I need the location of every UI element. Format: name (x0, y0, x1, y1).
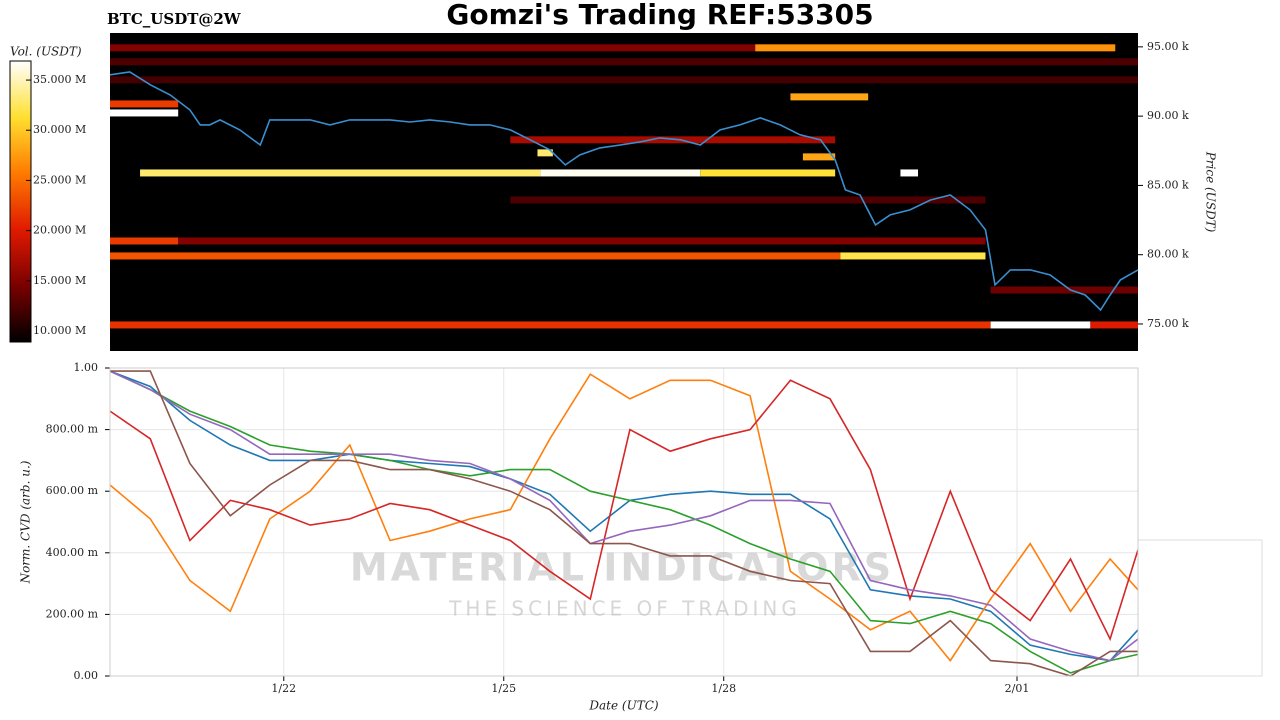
colorbar (9, 60, 32, 343)
x-axis-label: Date (UTC) (588, 699, 658, 713)
cvd-axis-label: Norm. CVD (arb. u.) (19, 460, 33, 584)
colorbar-tick-label: 30.000 M (33, 123, 86, 136)
volume-cell (1090, 321, 1138, 329)
volume-cell (540, 169, 701, 177)
y-tick-label: 200.00 m (46, 607, 99, 620)
volume-cell (110, 321, 991, 329)
volume-cell (178, 237, 986, 245)
volume-cell (802, 153, 836, 161)
watermark: MATERIAL INDICATORS THE SCIENCE OF TRADI… (350, 546, 894, 621)
watermark-title: MATERIAL INDICATORS (350, 546, 894, 590)
legend-box (1137, 539, 1263, 677)
volume-cell (700, 169, 836, 177)
chart-subtitle: BTC_USDT@2W (107, 10, 242, 28)
cvd-line (109, 370, 1139, 674)
x-tick-label: 1/25 (491, 682, 516, 695)
volume-cell (110, 237, 179, 245)
colorbar-label: Vol. (USDT) (10, 45, 82, 59)
volume-cell (510, 196, 986, 204)
volume-cell (755, 44, 1116, 52)
chart-title: Gomzi's Trading REF:53305 (446, 0, 873, 31)
y-tick-label: 1.00 (74, 361, 99, 374)
volume-cell (840, 252, 986, 260)
colorbar-tick-label: 25.000 M (33, 173, 86, 186)
heatmap-background (110, 33, 1138, 351)
cvd-line (109, 379, 1139, 642)
y-tick-label: 0.00 (74, 669, 99, 682)
volume-cell (790, 93, 869, 101)
volume-cell (110, 100, 179, 108)
price-tick-label: 90.00 k (1147, 109, 1189, 122)
price-tick-label: 95.00 k (1147, 40, 1189, 53)
colorbar-tick-label: 15.000 M (33, 274, 86, 287)
y-tick-label: 400.00 m (46, 546, 99, 559)
volume-cell (110, 252, 841, 260)
volume-cell (110, 76, 1138, 84)
volume-cell (990, 321, 1091, 329)
volume-cell (110, 44, 756, 52)
y-tick-label: 600.00 m (46, 484, 99, 497)
cvd-line (109, 370, 1139, 662)
price-tick-label: 75.00 k (1147, 317, 1189, 330)
volume-cell (990, 286, 1138, 294)
x-tick-label: 2/01 (1005, 682, 1030, 695)
cvd-plot-area (110, 368, 1138, 676)
price-axis-label: Price (USDT) (1204, 151, 1218, 233)
price-line (109, 71, 1139, 312)
colorbar-tick-label: 10.000 M (33, 324, 86, 337)
colorbar-tick-label: 20.000 M (33, 224, 86, 237)
volume-cell (537, 149, 553, 157)
cvd-frame (109, 367, 1139, 677)
colorbar-tick-label: 35.000 M (33, 73, 86, 86)
y-tick-label: 800.00 m (46, 423, 99, 436)
x-tick-label: 1/22 (271, 682, 296, 695)
volume-cell (140, 169, 541, 177)
watermark-subtitle: THE SCIENCE OF TRADING (448, 597, 801, 621)
volume-cell (900, 169, 919, 177)
price-tick-label: 80.00 k (1147, 248, 1189, 261)
volume-cell (110, 58, 1138, 66)
volume-cell (110, 109, 179, 117)
x-tick-label: 1/28 (711, 682, 736, 695)
price-tick-label: 85.00 k (1147, 178, 1189, 191)
cvd-line (110, 370, 1138, 677)
